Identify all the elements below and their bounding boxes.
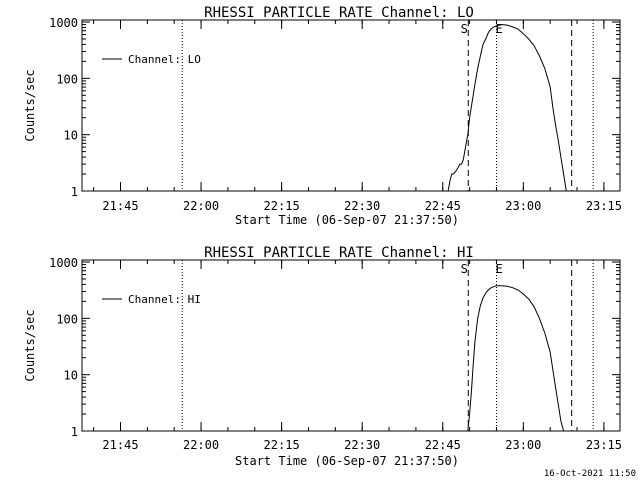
marker-e-label: E — [496, 262, 503, 276]
x-tick-label: 22:45 — [425, 199, 461, 213]
x-tick-label: 22:00 — [183, 438, 219, 452]
x-tick-label: 22:30 — [344, 199, 380, 213]
x-tick-label: 23:15 — [586, 438, 622, 452]
x-axis-label: Start Time (06-Sep-07 21:37:50) — [235, 454, 459, 468]
chart-title: RHESSI PARTICLE_RATE Channel: LO — [204, 5, 474, 21]
y-tick-label: 1 — [71, 425, 78, 439]
y-tick-label: 1 — [71, 185, 78, 199]
legend: Channel: LO — [102, 53, 201, 66]
plot-frame — [81, 259, 621, 432]
legend-label: Channel: HI — [128, 293, 201, 306]
y-axis: 1000 100 10 1 — [49, 16, 620, 199]
x-tick-label: 22:15 — [264, 438, 300, 452]
y-tick-label: 100 — [56, 72, 78, 86]
x-tick-label: 21:45 — [102, 199, 138, 213]
marker-s-label: S — [461, 262, 468, 276]
y-axis-label: Counts/sec — [23, 69, 37, 141]
data-series-line — [447, 24, 567, 192]
x-tick-label: 22:45 — [425, 438, 461, 452]
x-tick-label: 22:30 — [344, 438, 380, 452]
data-series-line — [467, 285, 565, 432]
y-tick-label: 1000 — [49, 256, 78, 270]
y-tick-label: 10 — [64, 129, 78, 143]
marker-s-label: S — [461, 22, 468, 36]
x-axis-label: Start Time (06-Sep-07 21:37:50) — [235, 213, 459, 227]
y-axis-label: Counts/sec — [23, 309, 37, 381]
y-tick-label: 10 — [64, 369, 78, 383]
x-axis: 21:45 22:00 22:15 22:30 22:45 23:00 23:15 — [93, 20, 622, 213]
chart-panel-2: RHESSI PARTICLE_RATE Channel: HI10001001… — [23, 245, 622, 468]
chart-panel-1: RHESSI PARTICLE_RATE Channel: LO10001001… — [23, 5, 622, 227]
y-tick-label: 100 — [56, 312, 78, 326]
x-tick-label: 22:00 — [183, 199, 219, 213]
y-tick-label: 1000 — [49, 16, 78, 30]
x-axis: 21:45 22:00 22:15 22:30 22:45 23:00 23:15 — [93, 260, 622, 452]
chart-title: RHESSI PARTICLE_RATE Channel: HI — [204, 245, 474, 261]
y-axis: 1000 100 10 1 — [49, 256, 620, 439]
x-tick-label: 21:45 — [102, 438, 138, 452]
x-tick-label: 23:00 — [505, 199, 541, 213]
legend-label: Channel: LO — [128, 53, 201, 66]
plot-frame — [81, 19, 621, 192]
marker-e-label: E — [496, 22, 503, 36]
x-tick-label: 23:15 — [586, 199, 622, 213]
legend: Channel: HI — [102, 293, 201, 306]
x-tick-label: 22:15 — [264, 199, 300, 213]
timestamp-label: 16-Oct-2021 11:50 — [544, 469, 636, 479]
x-tick-label: 23:00 — [505, 438, 541, 452]
